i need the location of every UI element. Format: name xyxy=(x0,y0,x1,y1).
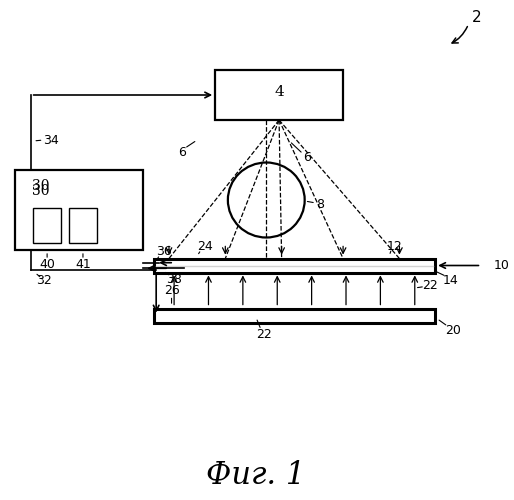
Text: 20: 20 xyxy=(445,324,461,336)
Text: 41: 41 xyxy=(75,258,91,272)
FancyBboxPatch shape xyxy=(154,308,435,322)
FancyBboxPatch shape xyxy=(154,258,435,272)
Text: 26: 26 xyxy=(163,284,179,297)
Text: 34: 34 xyxy=(43,134,59,146)
Text: 8: 8 xyxy=(316,198,324,210)
FancyBboxPatch shape xyxy=(15,170,143,250)
Text: 30: 30 xyxy=(32,184,50,198)
Text: 2: 2 xyxy=(471,10,481,25)
Text: 10: 10 xyxy=(494,259,510,272)
Text: 4: 4 xyxy=(274,86,284,100)
FancyBboxPatch shape xyxy=(69,208,97,242)
Text: 6: 6 xyxy=(303,151,311,164)
Text: 38: 38 xyxy=(166,273,182,286)
Text: 32: 32 xyxy=(35,274,51,286)
FancyBboxPatch shape xyxy=(215,70,343,120)
Text: 40: 40 xyxy=(39,258,55,272)
Text: 6: 6 xyxy=(178,146,186,159)
Text: 30: 30 xyxy=(32,179,50,193)
Circle shape xyxy=(228,162,305,238)
Text: 14: 14 xyxy=(443,274,458,286)
Text: 36: 36 xyxy=(156,245,172,258)
Text: 24: 24 xyxy=(197,240,213,252)
Text: 22: 22 xyxy=(423,279,438,292)
Text: 12: 12 xyxy=(387,240,402,252)
Text: Фиг. 1: Фиг. 1 xyxy=(207,460,306,490)
FancyBboxPatch shape xyxy=(33,208,62,242)
Text: 22: 22 xyxy=(256,328,271,342)
